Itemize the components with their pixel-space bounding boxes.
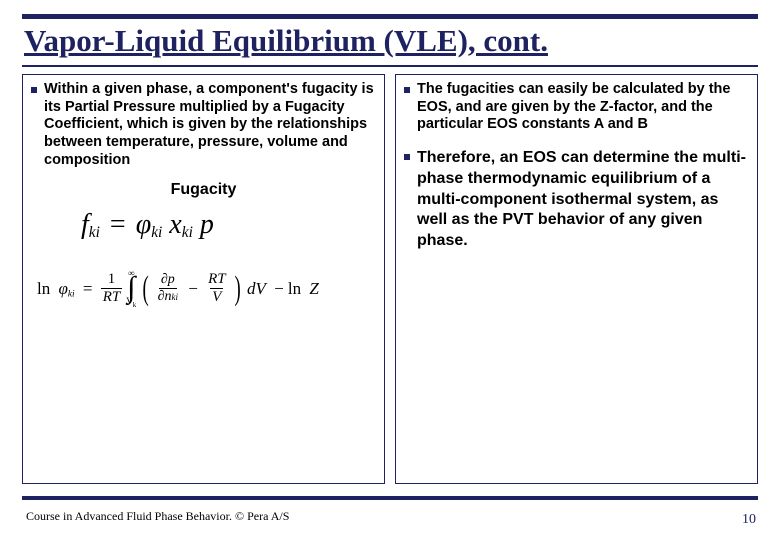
bullet-item: Within a given phase, a component's fuga… bbox=[31, 81, 376, 169]
bullet-text: The fugacities can easily be calculated … bbox=[417, 81, 749, 134]
fugacity-subhead: Fugacity bbox=[31, 181, 376, 199]
bullet-marker-icon bbox=[404, 154, 410, 160]
bullet-item: Therefore, an EOS can determine the mult… bbox=[404, 148, 749, 252]
title-block: Vapor-Liquid Equilibrium (VLE), cont. bbox=[22, 14, 758, 67]
footer-text: Course in Advanced Fluid Phase Behavior.… bbox=[26, 509, 289, 524]
equation-fugacity: fki = φki xki p bbox=[31, 209, 376, 242]
bullet-text: Therefore, an EOS can determine the mult… bbox=[417, 148, 749, 252]
content-columns: Within a given phase, a component's fuga… bbox=[22, 74, 758, 484]
bullet-item: The fugacities can easily be calculated … bbox=[404, 81, 749, 134]
slide: Vapor-Liquid Equilibrium (VLE), cont. Wi… bbox=[0, 0, 780, 540]
bottom-rule bbox=[22, 496, 758, 500]
equation-ln-phi: ln φki = 1 RT ∞ ∫ Vk ( ∂p ∂nki − bbox=[31, 270, 376, 307]
bullet-marker-icon bbox=[404, 87, 410, 93]
title-rule-bottom bbox=[22, 65, 758, 67]
page-title: Vapor-Liquid Equilibrium (VLE), cont. bbox=[22, 19, 758, 65]
page-number: 10 bbox=[742, 512, 756, 528]
bullet-marker-icon bbox=[31, 87, 37, 93]
bullet-text: Within a given phase, a component's fuga… bbox=[44, 81, 376, 169]
right-column: The fugacities can easily be calculated … bbox=[395, 74, 758, 484]
left-column: Within a given phase, a component's fuga… bbox=[22, 74, 385, 484]
